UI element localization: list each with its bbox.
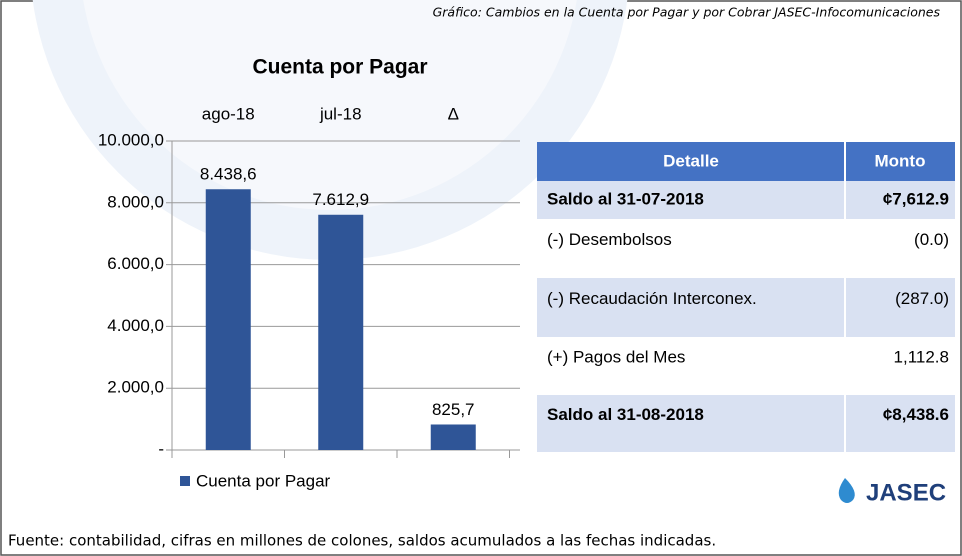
y-tick-label: 10.000,0 bbox=[98, 130, 164, 149]
chart-title: Cuenta por Pagar bbox=[252, 56, 427, 79]
table-cell: (+) Pagos del Mes bbox=[547, 347, 685, 366]
table-cell: Saldo al 31-08-2018 bbox=[547, 405, 704, 424]
data-label: 825,7 bbox=[432, 400, 475, 419]
table-cell: 1,112.8 bbox=[894, 347, 949, 366]
table-row bbox=[537, 181, 955, 219]
legend-swatch bbox=[180, 476, 190, 486]
table-row bbox=[537, 395, 955, 452]
table-row bbox=[537, 278, 955, 337]
y-tick-label: 4.000,0 bbox=[107, 316, 164, 335]
table-cell: (-) Recaudación Interconex. bbox=[547, 289, 757, 308]
footer: Fuente: contabilidad, cifras en millones… bbox=[8, 532, 716, 550]
bar bbox=[205, 189, 251, 450]
logo-icon bbox=[838, 478, 855, 503]
table-header bbox=[537, 142, 955, 181]
y-tick-label: 6.000,0 bbox=[107, 254, 164, 273]
bar bbox=[430, 424, 476, 450]
logo: JASEC bbox=[866, 479, 946, 506]
y-tick-label: 2.000,0 bbox=[107, 378, 164, 397]
table-cell: (-) Desembolsos bbox=[547, 230, 672, 249]
x-tick-label: Δ bbox=[448, 104, 459, 123]
background-arc bbox=[83, 0, 577, 210]
x-tick-label: ago-18 bbox=[202, 104, 255, 123]
header-title: Gráfico: Cambios en la Cuenta por Pagar … bbox=[433, 5, 941, 20]
x-tick-label: jul-18 bbox=[319, 104, 362, 123]
bar bbox=[318, 214, 364, 450]
table-row bbox=[537, 219, 955, 278]
table-cell: Saldo al 31-07-2018 bbox=[547, 189, 704, 208]
table-cell: ¢8,438.6 bbox=[883, 405, 949, 424]
y-tick-label: 8.000,0 bbox=[107, 192, 164, 211]
table-cell: (287.0) bbox=[895, 289, 949, 308]
data-label: 8.438,6 bbox=[200, 165, 257, 184]
legend-label: Cuenta por Pagar bbox=[196, 471, 331, 490]
table-column-header: Monto bbox=[875, 151, 926, 170]
data-label: 7.612,9 bbox=[312, 190, 369, 209]
table-cell: (0.0) bbox=[914, 230, 949, 249]
table-row bbox=[537, 337, 955, 395]
table-column-header: Detalle bbox=[663, 151, 719, 170]
y-tick-label: - bbox=[158, 439, 164, 458]
table-cell: ¢7,612.9 bbox=[883, 189, 949, 208]
